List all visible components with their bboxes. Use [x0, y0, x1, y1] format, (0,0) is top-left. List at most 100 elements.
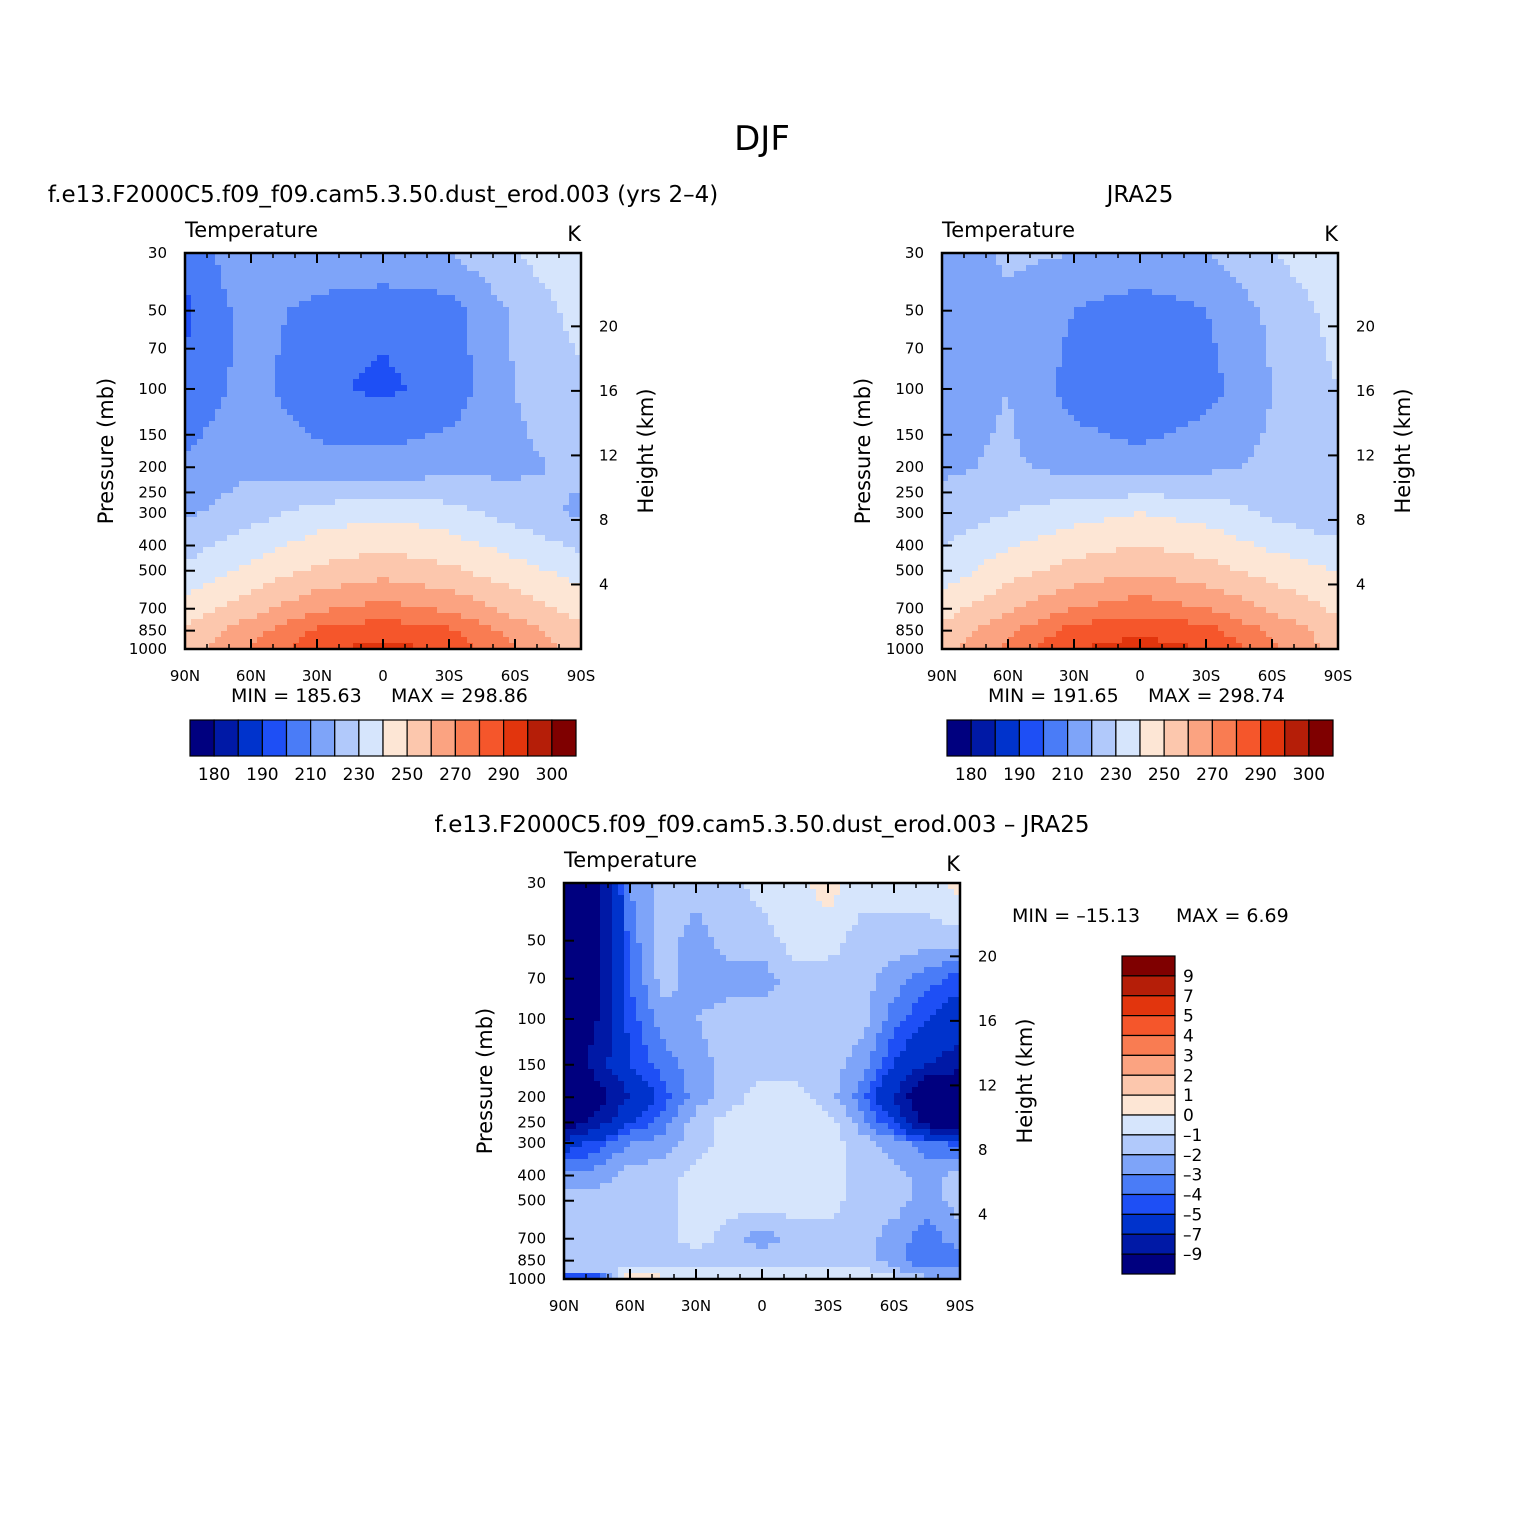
- field-cell: [347, 283, 354, 290]
- field-cell: [221, 403, 228, 410]
- field-cell: [533, 289, 540, 296]
- field-cell: [575, 373, 582, 380]
- field-cell: [407, 577, 414, 584]
- field-cell: [401, 433, 408, 440]
- field-cell: [191, 487, 198, 494]
- field-cell: [437, 265, 444, 272]
- field-cell: [1320, 271, 1327, 278]
- field-cell: [1008, 259, 1015, 266]
- field-cell: [257, 601, 264, 608]
- field-cell: [443, 559, 450, 566]
- field-cell: [413, 595, 420, 602]
- field-cell: [954, 259, 961, 266]
- field-cell: [293, 301, 300, 308]
- field-cell: [377, 493, 384, 500]
- field-cell: [545, 421, 552, 428]
- field-cell: [293, 331, 300, 338]
- field-cell: [954, 265, 961, 272]
- field-cell: [1074, 277, 1081, 284]
- x-tick-label: 30S: [435, 667, 464, 685]
- field-cell: [305, 583, 312, 590]
- field-cell: [287, 523, 294, 530]
- field-cell: [545, 295, 552, 302]
- field-cell: [275, 601, 282, 608]
- field-cell: [455, 337, 462, 344]
- field-cell: [509, 307, 516, 314]
- field-cell: [227, 529, 234, 536]
- field-cell: [431, 475, 438, 482]
- field-cell: [467, 349, 474, 356]
- field-cell: [263, 367, 270, 374]
- field-cell: [485, 613, 492, 620]
- field-cell: [353, 289, 360, 296]
- field-cell: [305, 313, 312, 320]
- field-cell: [233, 643, 240, 650]
- field-cell: [323, 613, 330, 620]
- field-cell: [353, 595, 360, 602]
- field-cell: [371, 589, 378, 596]
- field-cell: [990, 253, 997, 260]
- field-cell: [437, 487, 444, 494]
- field-cell: [317, 511, 324, 518]
- field-cell: [395, 601, 402, 608]
- field-cell: [491, 325, 498, 332]
- field-cell: [287, 409, 294, 416]
- field-cell: [221, 487, 228, 494]
- field-cell: [449, 637, 456, 644]
- field-cell: [341, 523, 348, 530]
- field-cell: [533, 613, 540, 620]
- field-cell: [1008, 295, 1015, 302]
- field-cell: [1152, 277, 1159, 284]
- field-cell: [431, 595, 438, 602]
- field-cell: [371, 607, 378, 614]
- field-cell: [1020, 259, 1027, 266]
- field-cell: [227, 391, 234, 398]
- field-cell: [948, 277, 955, 284]
- field-cell: [1194, 265, 1201, 272]
- field-cell: [245, 613, 252, 620]
- field-cell: [413, 307, 420, 314]
- field-cell: [227, 625, 234, 632]
- field-cell: [1230, 259, 1237, 266]
- field-cell: [443, 541, 450, 548]
- field-cell: [251, 493, 258, 500]
- field-cell: [365, 361, 372, 368]
- field-cell: [215, 265, 222, 272]
- field-cell: [293, 625, 300, 632]
- field-cell: [209, 289, 216, 296]
- field-cell: [551, 565, 558, 572]
- field-cell: [269, 469, 276, 476]
- field-cell: [311, 265, 318, 272]
- field-cell: [431, 397, 438, 404]
- field-cell: [509, 481, 516, 488]
- field-cell: [185, 343, 192, 350]
- field-cell: [521, 277, 528, 284]
- field-cell: [395, 463, 402, 470]
- field-cell: [413, 445, 420, 452]
- field-cell: [335, 469, 342, 476]
- field-cell: [551, 589, 558, 596]
- field-cell: [299, 289, 306, 296]
- field-cell: [563, 319, 570, 326]
- field-cell: [545, 565, 552, 572]
- field-cell: [437, 529, 444, 536]
- field-cell: [413, 571, 420, 578]
- field-cell: [185, 643, 192, 650]
- field-cell: [227, 511, 234, 518]
- field-cell: [491, 301, 498, 308]
- field-cell: [1278, 253, 1285, 260]
- field-cell: [389, 607, 396, 614]
- field-cell: [275, 523, 282, 530]
- field-cell: [485, 571, 492, 578]
- field-cell: [455, 457, 462, 464]
- field-cell: [485, 337, 492, 344]
- field-cell: [197, 433, 204, 440]
- field-cell: [431, 253, 438, 260]
- field-cell: [527, 397, 534, 404]
- field-cell: [527, 355, 534, 362]
- field-cell: [353, 481, 360, 488]
- field-cell: [563, 427, 570, 434]
- field-cell: [954, 289, 961, 296]
- field-cell: [269, 289, 276, 296]
- field-cell: [329, 313, 336, 320]
